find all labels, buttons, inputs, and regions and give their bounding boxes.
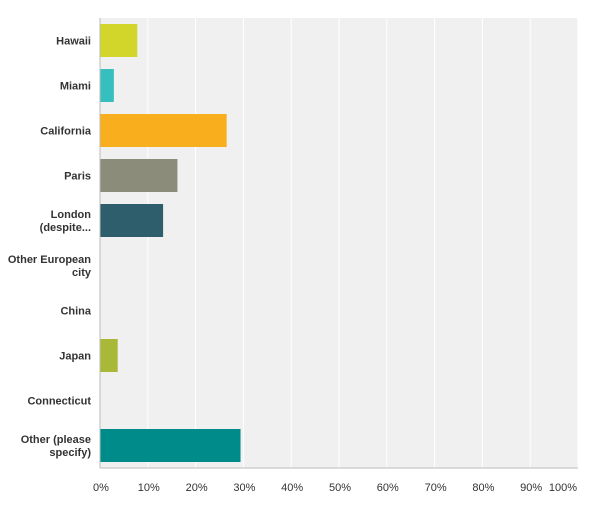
bar	[100, 69, 114, 102]
x-tick-label: 60%	[377, 482, 399, 494]
x-tick-label: 0%	[93, 482, 109, 494]
bar	[100, 24, 138, 57]
x-tick-label: 20%	[186, 482, 208, 494]
bar	[100, 159, 178, 192]
bar	[100, 114, 227, 147]
category-label: Connecticut	[27, 396, 91, 408]
category-label: California	[40, 126, 92, 138]
category-label: specify)	[49, 447, 91, 459]
category-labels: Hawaii Miami California Paris London(despite…	[8, 36, 92, 460]
category-label: Other (please	[21, 434, 91, 446]
category-label: (despite...	[40, 222, 91, 234]
category-label: Japan	[59, 351, 91, 363]
category-label: Paris	[64, 171, 91, 183]
x-tick-label: 40%	[281, 482, 303, 494]
category-label: London	[51, 209, 92, 221]
bar	[100, 339, 118, 372]
category-label: city	[72, 267, 92, 279]
bar	[100, 204, 164, 237]
x-tick-label: 100%	[549, 482, 577, 494]
x-tick-label: 50%	[329, 482, 351, 494]
x-tick-label: 10%	[138, 482, 160, 494]
x-tick-labels: 0% 10% 20% 30% 40% 50% 60% 70% 80% 90% 100%	[93, 482, 577, 494]
x-tick-label: 30%	[233, 482, 255, 494]
category-label: China	[60, 306, 91, 318]
category-label: Other European	[8, 254, 91, 266]
bar	[100, 429, 241, 462]
x-tick-label: 70%	[425, 482, 447, 494]
bars	[100, 24, 241, 462]
gridlines	[147, 18, 579, 468]
x-tick-label: 90%	[520, 482, 542, 494]
x-tick-label: 80%	[472, 482, 494, 494]
category-label: Miami	[60, 81, 91, 93]
category-label: Hawaii	[56, 36, 91, 48]
